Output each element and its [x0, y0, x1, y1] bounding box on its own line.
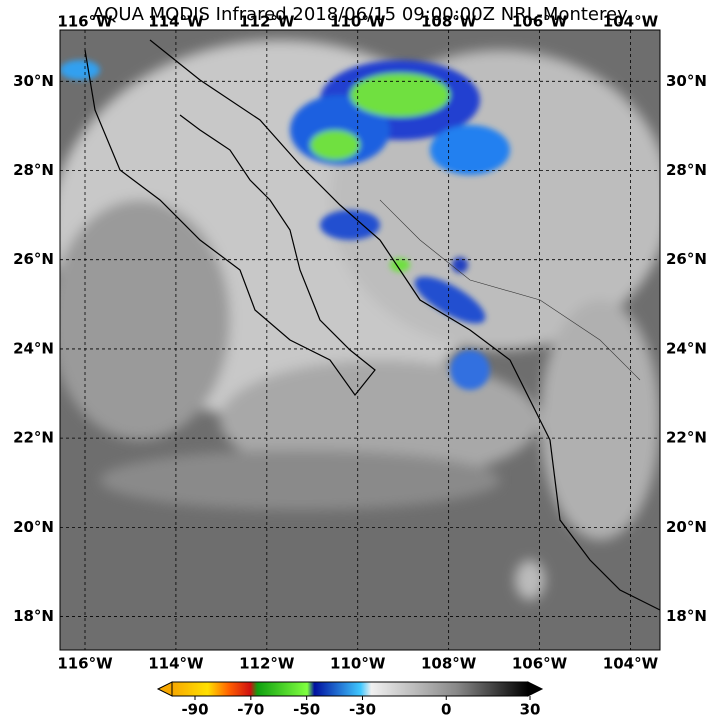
- lat-label-right: 22°N: [666, 429, 707, 447]
- lon-label-top: 104°W: [603, 13, 659, 31]
- lat-label-right: 18°N: [666, 607, 707, 625]
- lat-label-left: 30°N: [13, 72, 54, 90]
- colorbar-body: [171, 681, 529, 697]
- colorbar-tick-label: 30: [520, 701, 541, 719]
- lat-label-right: 30°N: [666, 72, 707, 90]
- lon-label-top: 112°W: [239, 13, 295, 31]
- lon-label-bottom: 116°W: [57, 655, 113, 673]
- lat-label-left: 26°N: [13, 250, 54, 268]
- colorbar-tick-label: 0: [441, 701, 451, 719]
- lat-label-right: 26°N: [666, 250, 707, 268]
- lon-label-bottom: 104°W: [603, 655, 659, 673]
- lon-label-top: 106°W: [512, 13, 568, 31]
- lat-label-left: 18°N: [13, 607, 54, 625]
- lat-label-left: 24°N: [13, 339, 54, 357]
- lat-label-right: 28°N: [666, 161, 707, 179]
- lon-label-bottom: 112°W: [239, 655, 295, 673]
- graticule: [60, 30, 660, 650]
- title: AQUA MODIS Infrared 2018/06/15 09:00:00Z…: [92, 4, 628, 25]
- coordinate-labels: 116°W 116°W 114°W 114°W 112°W 112°W 110°W 110°W…: [13, 13, 707, 673]
- map-frame: [59, 29, 661, 651]
- lon-label-bottom: 106°W: [512, 655, 568, 673]
- colorbar-tick-label: -30: [349, 701, 376, 719]
- lat-label-left: 28°N: [13, 161, 54, 179]
- lon-label-top: 116°W: [57, 13, 113, 31]
- lon-label-bottom: 114°W: [148, 655, 204, 673]
- lon-label-top: 114°W: [148, 13, 204, 31]
- colorbar-high-arrow: [527, 681, 544, 697]
- colorbar: [156, 681, 544, 697]
- lon-label-top: 108°W: [421, 13, 477, 31]
- colorbar-low-arrow: [156, 681, 173, 697]
- lat-label-right: 24°N: [666, 339, 707, 357]
- colorbar-tick-label: -90: [181, 701, 208, 719]
- lat-label-left: 20°N: [13, 518, 54, 536]
- colorbar-tick-label: -50: [293, 701, 320, 719]
- lon-label-bottom: 108°W: [421, 655, 477, 673]
- colorbar-tick-label: -70: [237, 701, 264, 719]
- lat-label-left: 22°N: [13, 429, 54, 447]
- colorbar-ticks: -90 -70 -50 -30 0 30: [181, 696, 540, 719]
- imagery: [60, 30, 660, 650]
- lon-label-top: 110°W: [330, 13, 386, 31]
- lon-label-bottom: 110°W: [330, 655, 386, 673]
- lat-label-right: 20°N: [666, 518, 707, 536]
